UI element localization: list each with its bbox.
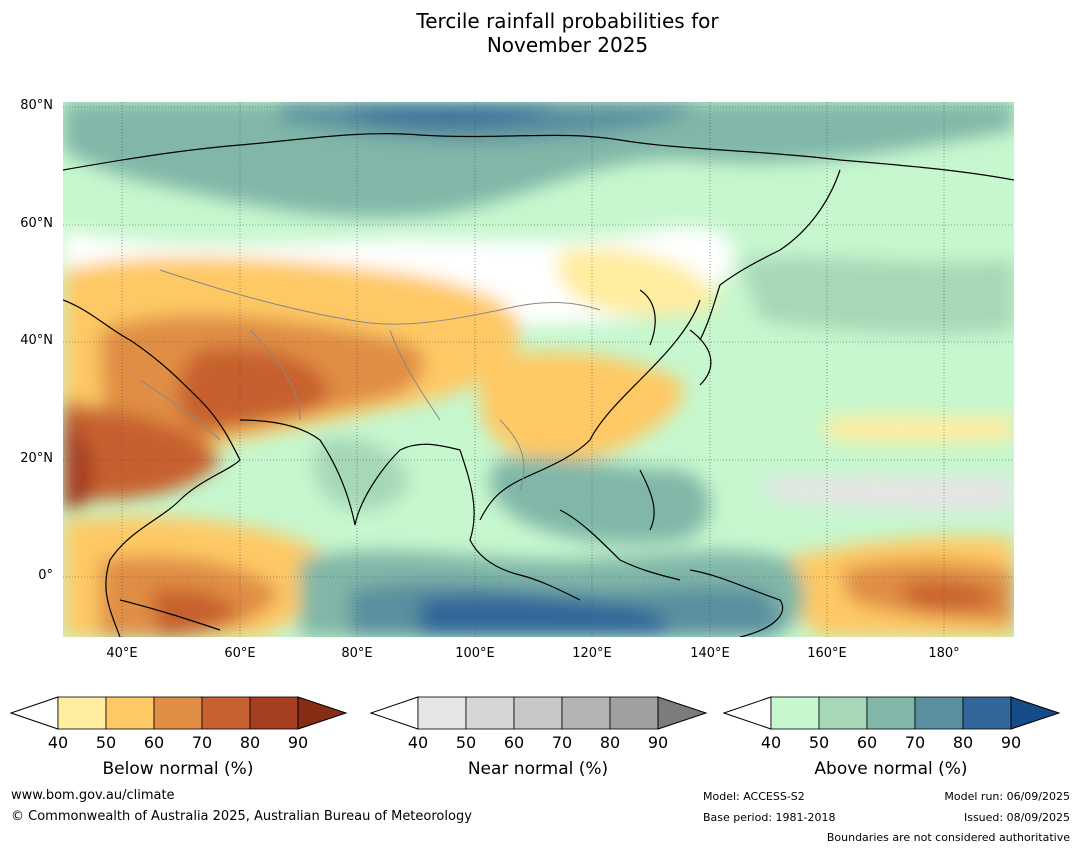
- colorbar-segment: [201, 696, 251, 730]
- colorbar-upper-extend: [1010, 696, 1061, 730]
- coastlines: [63, 133, 1014, 637]
- colorbar-tick-label: 80: [952, 733, 974, 752]
- lat-label-60n: 60°N: [20, 216, 53, 231]
- colorbar-segment: [914, 696, 964, 730]
- colorbar-segment: [818, 696, 868, 730]
- forecast-map: [63, 102, 1014, 637]
- colorbar-tick-label: 50: [808, 733, 830, 752]
- model-run-text: Model run: 06/09/2025: [944, 790, 1070, 803]
- colorbar-title-below: Below normal (%): [102, 759, 254, 779]
- colorbar-tick-label: 70: [191, 733, 213, 752]
- colorbar-segment: [770, 696, 820, 730]
- lon-label-80e: 80°E: [341, 646, 373, 661]
- colorbar-tick-label: 80: [599, 733, 621, 752]
- colorbar-tick-label: 50: [455, 733, 477, 752]
- colorbar-near-normal: [370, 696, 708, 730]
- colorbar-segment: [609, 696, 659, 730]
- colorbar-tick-label: 70: [551, 733, 573, 752]
- colorbar-tick-label: 60: [503, 733, 525, 752]
- model-text: Model: ACCESS-S2: [703, 790, 805, 803]
- colorbar-tick-label: 60: [143, 733, 165, 752]
- colorbar-segment: [866, 696, 916, 730]
- colorbar-tick-label: 50: [95, 733, 117, 752]
- title-line-2: November 2025: [486, 33, 649, 57]
- colorbar-segment: [962, 696, 1012, 730]
- colorbar-segment: [249, 696, 299, 730]
- colorbar-lower-extend: [370, 696, 419, 730]
- colorbar-upper-extend: [297, 696, 348, 730]
- colorbar-above-normal: [723, 696, 1061, 730]
- probability-field: [63, 102, 1014, 637]
- colorbar-tick-label: 70: [904, 733, 926, 752]
- copyright-text: © Commonwealth of Australia 2025, Austra…: [11, 809, 472, 824]
- issued-text: Issued: 08/09/2025: [963, 811, 1070, 824]
- colorbar-tick-label: 40: [760, 733, 782, 752]
- colorbar-lower-extend: [10, 696, 59, 730]
- map-title: Tercile rainfall probabilities for Novem…: [0, 9, 1081, 57]
- base-period-text: Base period: 1981-2018: [703, 811, 836, 824]
- title-line-1: Tercile rainfall probabilities for: [416, 9, 719, 33]
- colorbar-tick-label: 90: [1000, 733, 1022, 752]
- lon-label-180: 180°: [928, 646, 960, 661]
- lon-label-140e: 140°E: [690, 646, 730, 661]
- colorbar-segment: [513, 696, 563, 730]
- colorbar-tick-label: 40: [47, 733, 69, 752]
- lon-label-120e: 120°E: [572, 646, 612, 661]
- colorbar-title-above: Above normal (%): [814, 759, 968, 779]
- country-borders: [139, 269, 601, 491]
- lon-label-40e: 40°E: [106, 646, 138, 661]
- colorbar-segment: [417, 696, 467, 730]
- lon-label-60e: 60°E: [224, 646, 256, 661]
- colorbar-segment: [57, 696, 107, 730]
- website-link[interactable]: www.bom.gov.au/climate: [11, 788, 175, 803]
- colorbar-lower-extend: [723, 696, 772, 730]
- colorbar-segment: [561, 696, 611, 730]
- colorbar-tick-label: 40: [407, 733, 429, 752]
- lat-label-80n: 80°N: [20, 98, 53, 113]
- lat-label-20n: 20°N: [20, 451, 53, 466]
- colorbar-segment: [465, 696, 515, 730]
- colorbar-segment: [105, 696, 155, 730]
- colorbar-tick-label: 80: [239, 733, 261, 752]
- colorbar-tick-label: 90: [287, 733, 309, 752]
- colorbar-tick-label: 90: [647, 733, 669, 752]
- colorbar-tick-label: 60: [856, 733, 878, 752]
- lat-label-0: 0°: [38, 568, 53, 583]
- colorbar-title-near: Near normal (%): [467, 759, 609, 779]
- lon-label-100e: 100°E: [455, 646, 495, 661]
- lat-label-40n: 40°N: [20, 333, 53, 348]
- colorbar-segment: [153, 696, 203, 730]
- colorbar-upper-extend: [657, 696, 708, 730]
- lon-label-160e: 160°E: [807, 646, 847, 661]
- colorbar-below-normal: [10, 696, 348, 730]
- boundaries-disclaimer: Boundaries are not considered authoritat…: [826, 831, 1070, 844]
